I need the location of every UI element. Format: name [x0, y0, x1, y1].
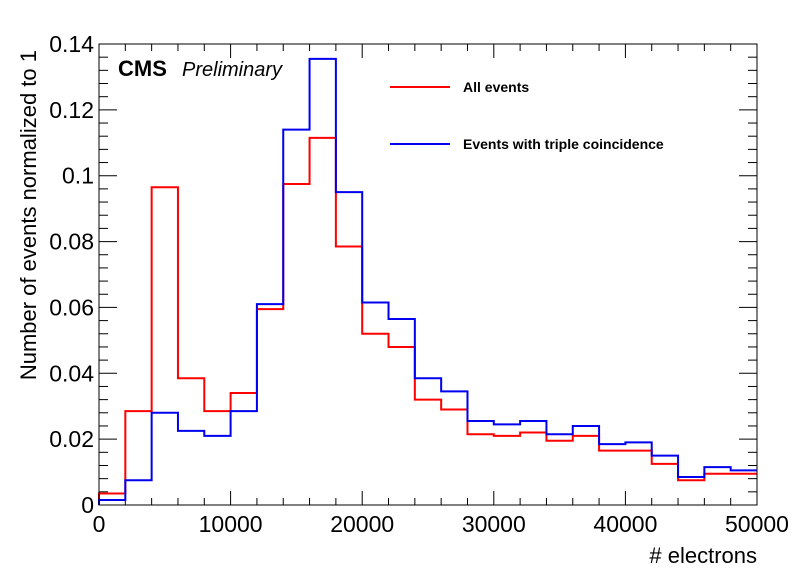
x-tick-label: 0 [93, 511, 106, 537]
x-tick-label: 20000 [330, 511, 394, 537]
y-tick-label: 0.04 [49, 360, 94, 386]
y-tick-label: 0.1 [62, 163, 94, 189]
cms-label: CMS [118, 56, 167, 81]
x-axis-title: # electrons [649, 543, 757, 568]
y-tick-label: 0.08 [49, 229, 94, 255]
y-tick-label: 0.14 [49, 31, 94, 57]
x-tick-label: 10000 [199, 511, 263, 537]
series-line-triple-coincidence [98, 57, 757, 505]
axis-ticks [98, 43, 758, 506]
series-layer [98, 57, 757, 505]
legend-label-triple-coincidence: Events with triple coincidence [463, 136, 664, 152]
x-tick-label: 40000 [593, 511, 657, 537]
x-tick-label: 30000 [462, 511, 526, 537]
y-axis-title: Number of events normalized to 1 [16, 50, 41, 380]
plot-frame [98, 43, 758, 506]
preliminary-label: Preliminary [182, 59, 283, 81]
tick-labels: 0 10000 20000 30000 40000 50000 0 0.02 0.04 0.06 0… [49, 31, 789, 537]
legend-label-all-events: All events [463, 79, 529, 95]
y-tick-label: 0.02 [49, 426, 94, 452]
legend: All events Events with triple coincidenc… [390, 79, 664, 152]
y-tick-label: 0.12 [49, 97, 94, 123]
y-tick-label: 0 [81, 492, 94, 518]
y-tick-label: 0.06 [49, 294, 94, 320]
x-tick-label: 50000 [725, 511, 789, 537]
